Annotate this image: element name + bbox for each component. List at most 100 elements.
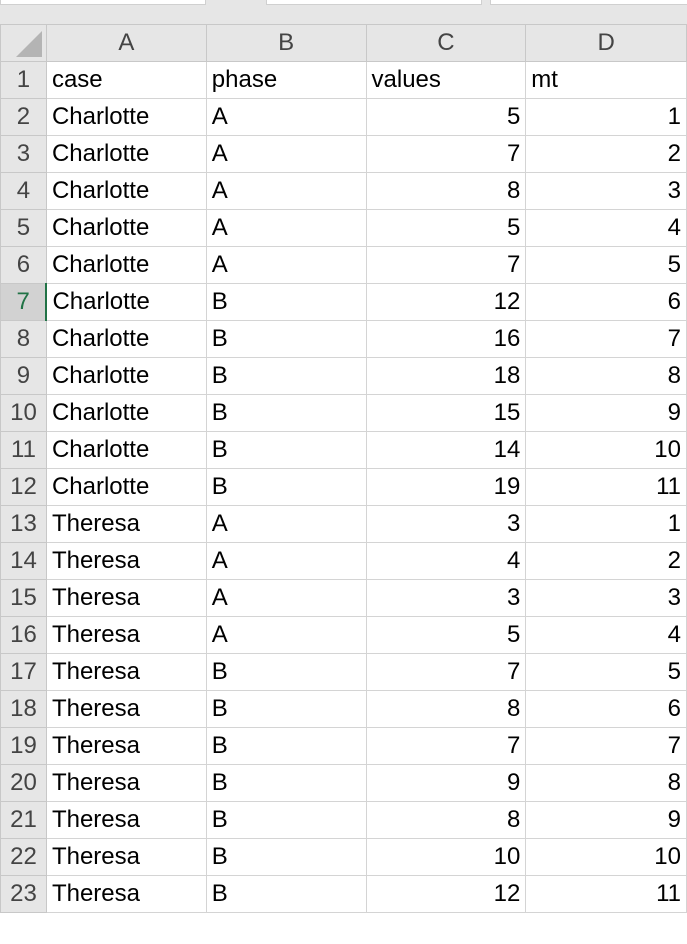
cell-phase[interactable]: B — [205, 875, 367, 913]
cell-phase[interactable]: A — [205, 135, 367, 173]
cell-mt[interactable]: 6 — [525, 690, 687, 728]
cell-phase[interactable]: B — [205, 653, 367, 691]
cell-mt[interactable]: 11 — [525, 468, 687, 506]
cell-phase[interactable]: B — [205, 468, 367, 506]
cell-case[interactable]: Theresa — [45, 579, 207, 617]
cell-phase[interactable]: B — [205, 838, 367, 876]
cell-phase[interactable]: A — [205, 246, 367, 284]
cell-phase[interactable]: A — [205, 98, 367, 136]
cell-values[interactable]: 15 — [365, 394, 527, 432]
cell-case[interactable]: Theresa — [45, 727, 207, 765]
cell-case[interactable]: Charlotte — [45, 98, 207, 136]
cell-values[interactable]: 19 — [365, 468, 527, 506]
cell-values[interactable]: 7 — [365, 135, 527, 173]
cell-values[interactable]: 16 — [365, 320, 527, 358]
cell-case[interactable]: Charlotte — [45, 357, 207, 395]
cell-mt[interactable]: 1 — [525, 98, 687, 136]
row-header[interactable]: 13 — [0, 505, 47, 543]
row-header[interactable]: 19 — [0, 727, 47, 765]
cell-case[interactable]: Theresa — [45, 616, 207, 654]
row-header[interactable]: 4 — [0, 172, 47, 210]
column-header-a[interactable]: A — [45, 24, 207, 62]
row-header[interactable]: 1 — [0, 61, 47, 99]
cell-mt[interactable]: 2 — [525, 135, 687, 173]
cell-mt[interactable]: 7 — [525, 320, 687, 358]
cell-phase[interactable]: B — [205, 320, 367, 358]
cell-mt[interactable]: 5 — [525, 246, 687, 284]
cell-values[interactable]: 8 — [365, 801, 527, 839]
cell-mt[interactable]: 8 — [525, 357, 687, 395]
row-header[interactable]: 5 — [0, 209, 47, 247]
cell-values[interactable]: values — [365, 61, 527, 99]
cell-mt[interactable]: 4 — [525, 209, 687, 247]
cell-mt[interactable]: 11 — [525, 875, 687, 913]
cell-values[interactable]: 3 — [365, 579, 527, 617]
row-header[interactable]: 16 — [0, 616, 47, 654]
cell-phase[interactable]: A — [205, 209, 367, 247]
cell-phase[interactable]: phase — [205, 61, 367, 99]
cell-phase[interactable]: B — [205, 690, 367, 728]
cell-phase[interactable]: A — [205, 579, 367, 617]
row-header[interactable]: 8 — [0, 320, 47, 358]
cell-case[interactable]: Charlotte — [45, 135, 207, 173]
cell-case[interactable]: Theresa — [45, 801, 207, 839]
row-header[interactable]: 22 — [0, 838, 47, 876]
cell-phase[interactable]: B — [205, 431, 367, 469]
cell-mt[interactable]: 3 — [525, 579, 687, 617]
column-header-c[interactable]: C — [365, 24, 527, 62]
cell-values[interactable]: 5 — [365, 98, 527, 136]
row-header[interactable]: 11 — [0, 431, 47, 469]
cell-phase[interactable]: A — [205, 542, 367, 580]
cell-values[interactable]: 12 — [365, 283, 527, 321]
cell-phase[interactable]: B — [205, 283, 367, 321]
cell-mt[interactable]: 1 — [525, 505, 687, 543]
row-header[interactable]: 3 — [0, 135, 47, 173]
cell-case[interactable]: Theresa — [45, 505, 207, 543]
cell-phase[interactable]: B — [205, 764, 367, 802]
cell-mt[interactable]: 8 — [525, 764, 687, 802]
cell-case[interactable]: Theresa — [45, 838, 207, 876]
cell-values[interactable]: 7 — [365, 653, 527, 691]
cell-values[interactable]: 8 — [365, 690, 527, 728]
cell-values[interactable]: 14 — [365, 431, 527, 469]
cell-mt[interactable]: 5 — [525, 653, 687, 691]
row-header[interactable]: 20 — [0, 764, 47, 802]
cell-case[interactable]: Theresa — [45, 690, 207, 728]
row-header[interactable]: 17 — [0, 653, 47, 691]
cell-mt[interactable]: 10 — [525, 431, 687, 469]
cell-values[interactable]: 9 — [365, 764, 527, 802]
cell-case[interactable]: Theresa — [45, 764, 207, 802]
row-header[interactable]: 6 — [0, 246, 47, 284]
cell-values[interactable]: 4 — [365, 542, 527, 580]
cell-case[interactable]: Charlotte — [45, 172, 207, 210]
row-header[interactable]: 12 — [0, 468, 47, 506]
cell-values[interactable]: 10 — [365, 838, 527, 876]
cell-values[interactable]: 7 — [365, 727, 527, 765]
cell-mt[interactable]: 6 — [525, 283, 687, 321]
cell-values[interactable]: 7 — [365, 246, 527, 284]
cell-case[interactable]: Charlotte — [45, 246, 207, 284]
select-all-corner[interactable] — [0, 24, 47, 62]
cell-mt[interactable]: 4 — [525, 616, 687, 654]
cell-values[interactable]: 8 — [365, 172, 527, 210]
cell-phase[interactable]: B — [205, 727, 367, 765]
cell-case[interactable]: Charlotte — [45, 283, 207, 321]
cell-mt[interactable]: 10 — [525, 838, 687, 876]
cell-case[interactable]: case — [45, 61, 207, 99]
cell-values[interactable]: 12 — [365, 875, 527, 913]
cell-values[interactable]: 5 — [365, 616, 527, 654]
cell-phase[interactable]: B — [205, 801, 367, 839]
cell-case[interactable]: Theresa — [45, 875, 207, 913]
cell-values[interactable]: 18 — [365, 357, 527, 395]
cell-phase[interactable]: B — [205, 394, 367, 432]
cell-phase[interactable]: B — [205, 357, 367, 395]
cell-phase[interactable]: A — [205, 616, 367, 654]
cell-mt[interactable]: mt — [525, 61, 687, 99]
row-header[interactable]: 18 — [0, 690, 47, 728]
cell-case[interactable]: Charlotte — [45, 209, 207, 247]
cell-values[interactable]: 5 — [365, 209, 527, 247]
cell-mt[interactable]: 2 — [525, 542, 687, 580]
row-header[interactable]: 21 — [0, 801, 47, 839]
column-header-b[interactable]: B — [205, 24, 367, 62]
cell-phase[interactable]: A — [205, 172, 367, 210]
